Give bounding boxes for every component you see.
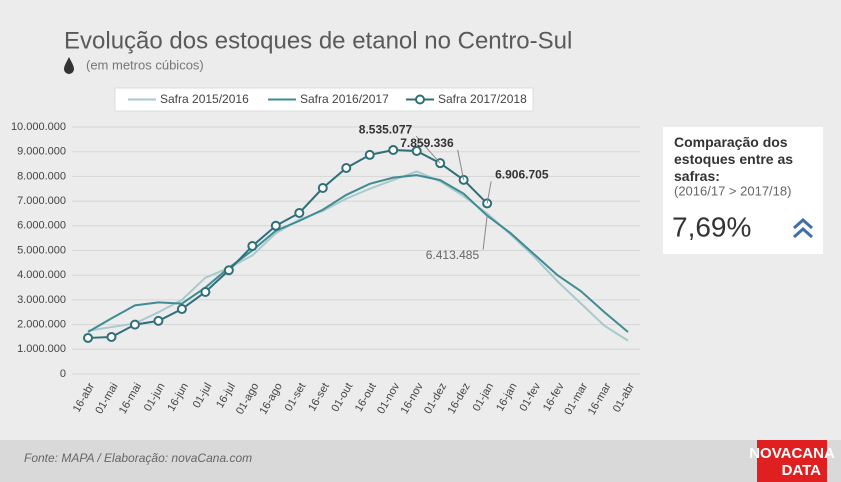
- data-point: [364, 149, 375, 160]
- chart-subtitle: (em metros cúbicos): [86, 57, 204, 72]
- sidebar-box: [663, 127, 823, 254]
- leader-line: [415, 135, 441, 164]
- data-point: [200, 286, 211, 297]
- legend-marker: [415, 94, 425, 105]
- drop-icon: [64, 57, 74, 74]
- leader-line: [457, 149, 465, 180]
- data-point: [341, 163, 352, 174]
- sidebar-heading: Comparação dos estoques entre as safras:: [674, 134, 793, 184]
- data-point: [106, 331, 117, 342]
- data-point: [270, 220, 281, 231]
- legend-label: Safra 2015/2016: [160, 92, 249, 106]
- data-point: [388, 144, 399, 155]
- leader-line: [486, 181, 492, 204]
- logo-top: NOVACANA: [749, 445, 835, 462]
- series-line: [87, 174, 629, 333]
- y-tick-label: 0: [60, 368, 66, 380]
- data-point: [153, 315, 164, 326]
- data-point: [317, 183, 328, 194]
- y-tick-label: 2.000.000: [17, 319, 66, 331]
- y-tick-label: 1.000.000: [17, 343, 66, 355]
- y-tick-label: 6.000.000: [17, 220, 66, 232]
- legend-label: Safra 2016/2017: [300, 92, 389, 106]
- data-point: [83, 332, 93, 343]
- data-point: [176, 304, 187, 315]
- series-line: [87, 170, 629, 342]
- value-label: 6.413.485: [426, 248, 480, 262]
- value-label: 8.535.077: [359, 122, 413, 136]
- sidebar-comparison: (2016/17 > 2017/18): [674, 183, 791, 198]
- data-point: [223, 265, 234, 276]
- y-tick-label: 5.000.000: [17, 244, 66, 256]
- logo-box: [757, 440, 827, 482]
- data-point: [129, 319, 140, 330]
- y-tick-label: 3.000.000: [17, 294, 66, 306]
- y-tick-label: 9.000.000: [17, 146, 66, 158]
- value-label: 6.906.705: [495, 168, 549, 182]
- y-tick-label: 10.000.000: [11, 121, 66, 133]
- logo-bottom: DATA: [782, 462, 822, 479]
- footer-band: [0, 440, 841, 482]
- sidebar-value: 7,69%: [672, 211, 751, 242]
- legend: [114, 87, 534, 112]
- leader-line: [482, 215, 488, 250]
- value-label: 7.859.336: [400, 136, 454, 150]
- y-tick-label: 4.000.000: [17, 269, 66, 281]
- y-tick-label: 7.000.000: [17, 195, 66, 207]
- footer-source: Fonte: MAPA / Elaboração: novaCana.com: [24, 451, 252, 465]
- data-point: [294, 207, 305, 218]
- data-point: [411, 145, 422, 156]
- data-point: [247, 241, 258, 252]
- legend-label: Safra 2017/2018: [438, 92, 527, 106]
- chevron-icon: [793, 217, 813, 239]
- chart-title: Evolução dos estoques de etanol no Centr…: [64, 27, 572, 54]
- y-tick-label: 8.000.000: [17, 170, 66, 182]
